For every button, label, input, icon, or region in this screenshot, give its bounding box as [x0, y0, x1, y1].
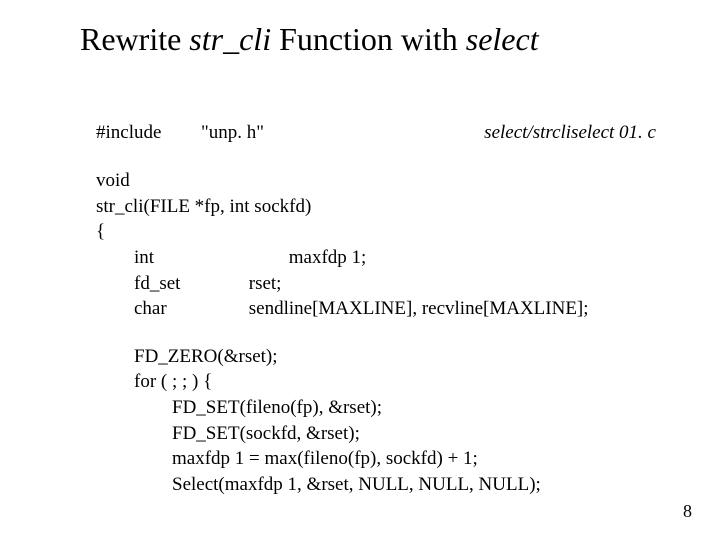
source-filepath: select/strcliselect 01. c: [484, 120, 656, 146]
var-type: int: [134, 245, 284, 271]
title-text-1: Rewrite: [80, 21, 189, 57]
code-line: maxfdp 1 = max(fileno(fp), sockfd) + 1;: [96, 446, 656, 472]
page-number: 8: [683, 501, 692, 522]
code-line: Select(maxfdp 1, &rset, NULL, NULL, NULL…: [96, 472, 656, 498]
return-type: void: [96, 168, 656, 194]
title-text-2: Function with: [271, 21, 466, 57]
statement-block: FD_ZERO(&rset); for ( ; ; ) { FD_SET(fil…: [96, 344, 656, 498]
include-row: #include "unp. h" select/strcliselect 01…: [96, 120, 656, 146]
var-decl-row: fd_set rset;: [96, 271, 656, 297]
var-decl-row: int maxfdp 1;: [96, 245, 656, 271]
code-line: for ( ; ; ) {: [96, 369, 656, 395]
include-keyword: #include: [96, 122, 161, 143]
include-header: "unp. h": [201, 122, 264, 143]
declaration-block: void str_cli(FILE *fp, int sockfd) { int…: [96, 168, 656, 322]
function-signature: str_cli(FILE *fp, int sockfd): [96, 194, 656, 220]
slide-title: Rewrite str_cli Function with select: [80, 22, 539, 57]
code-line: FD_SET(sockfd, &rset);: [96, 421, 656, 447]
var-type: char: [134, 296, 244, 322]
title-emph-1: str_cli: [189, 21, 271, 57]
var-type: fd_set: [134, 271, 244, 297]
var-decl-row: char sendline[MAXLINE], recvline[MAXLINE…: [96, 296, 656, 322]
var-names: maxfdp 1;: [289, 247, 367, 268]
var-names: rset;: [249, 273, 282, 294]
code-line: FD_SET(fileno(fp), &rset);: [96, 395, 656, 421]
slide: Rewrite str_cli Function with select #in…: [0, 0, 720, 540]
slide-body: #include "unp. h" select/strcliselect 01…: [96, 120, 656, 498]
title-emph-2: select: [466, 21, 539, 57]
var-names: sendline[MAXLINE], recvline[MAXLINE];: [249, 298, 589, 319]
open-brace: {: [96, 219, 656, 245]
code-line: FD_ZERO(&rset);: [96, 344, 656, 370]
